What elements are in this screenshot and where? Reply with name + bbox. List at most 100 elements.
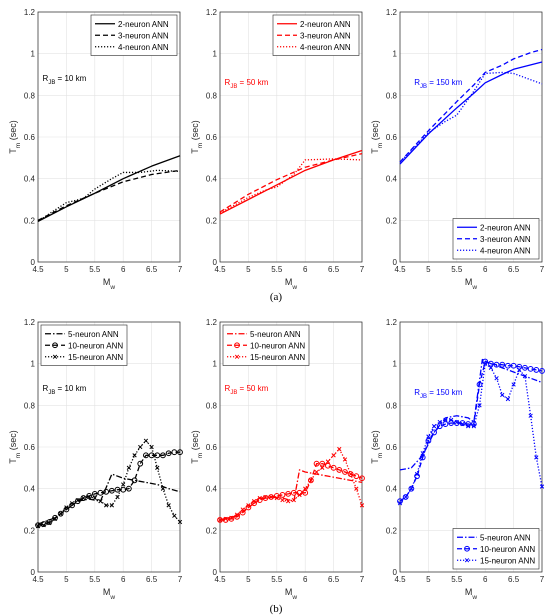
y-tick-label: 0.8 [24, 401, 36, 410]
y-tick-label: 0.8 [206, 91, 218, 100]
y-tick-label: 0.4 [386, 175, 398, 184]
y-tick-label: 1 [393, 50, 398, 59]
data-point [516, 363, 523, 370]
data-point [143, 452, 149, 459]
legend-entry: 5-neuron ANN [250, 330, 301, 339]
x-axis-label-sub: w [471, 594, 477, 601]
data-point [108, 487, 115, 494]
series-line [219, 469, 363, 521]
legend-entry: 3-neuron ANN [300, 31, 351, 40]
data-point [154, 452, 161, 459]
data-point [115, 494, 120, 500]
x-tick-label: 6.5 [328, 575, 340, 584]
x-tick-label: 7 [178, 575, 183, 584]
legend-entry: 15-neuron ANN [250, 353, 305, 362]
data-point [302, 489, 309, 496]
y-axis-label-unit: (sec) [370, 430, 380, 453]
x-axis-label: Mw [285, 587, 298, 601]
y-tick-label: 0.2 [386, 216, 398, 225]
x-tick-label: 5 [64, 575, 69, 584]
y-tick-label: 0.6 [386, 443, 398, 452]
data-point [97, 489, 104, 496]
x-axis-label: Mw [465, 587, 478, 601]
data-point [534, 455, 539, 460]
legend-entry: 10-neuron ANN [250, 341, 305, 350]
x-tick-label: 5.5 [89, 265, 101, 274]
y-axis-label-unit: (sec) [8, 120, 18, 143]
y-tick-label: 1 [31, 50, 36, 59]
data-point [114, 486, 121, 493]
data-point [453, 420, 460, 426]
y-tick-label: 1 [393, 360, 398, 369]
y-axis-label: Tm (sec) [8, 120, 22, 153]
x-tick-label: 6 [303, 265, 308, 274]
y-tick-label: 0.8 [386, 91, 398, 100]
data-point [494, 376, 499, 381]
data-point [137, 460, 144, 467]
x-axis-label-sub: w [471, 284, 477, 291]
x-tick-label: 6 [483, 265, 488, 274]
series-line [37, 169, 181, 222]
legend-entry: 10-neuron ANN [480, 545, 535, 554]
y-axis-label-sub: m [377, 143, 384, 148]
x-axis-label: Mw [285, 277, 298, 291]
data-point [155, 465, 160, 470]
annotation: RJB = 150 km [414, 388, 462, 400]
data-point [493, 361, 500, 368]
data-point [347, 471, 354, 477]
x-tick-label: 5.5 [271, 265, 283, 274]
data-point [408, 485, 415, 492]
series-3 [397, 361, 545, 506]
annotation: RJB = 50 km [225, 78, 269, 90]
data-point [171, 449, 178, 456]
series-line [399, 61, 543, 165]
y-tick-label: 0.2 [206, 526, 218, 535]
data-point [240, 507, 245, 512]
series-line [37, 169, 181, 221]
chart-b1: 0 0.2 0.4 0.6 0.8 1 1.2 4.5 5 5.5 6 6.5 7 Mw Tm (sec) R… [8, 318, 183, 601]
y-tick-label: 0.2 [386, 526, 398, 535]
data-point [103, 488, 110, 495]
chart-a3: 0 0.2 0.4 0.6 0.8 1 1.2 4.5 5 5.5 6 6.5 7 Mw Tm (sec) R… [370, 8, 545, 291]
x-axis-label: Mw [103, 277, 116, 291]
y-axis-label-unit: (sec) [190, 120, 200, 143]
data-point [104, 503, 109, 508]
y-tick-label: 1.2 [206, 8, 218, 17]
data-point [52, 514, 58, 521]
y-axis-label: Tm (sec) [190, 430, 204, 463]
data-point [125, 485, 132, 492]
data-point [58, 511, 63, 516]
data-point [47, 520, 52, 526]
data-point [431, 429, 437, 436]
y-tick-label: 1.2 [386, 8, 398, 17]
data-point [86, 494, 92, 500]
data-point [436, 423, 443, 430]
data-point [52, 516, 58, 522]
y-axis-label-unit: (sec) [370, 120, 380, 143]
data-point [533, 367, 540, 373]
y-tick-label: 1.2 [24, 318, 36, 327]
x-tick-label: 7 [360, 575, 365, 584]
y-tick-label: 0 [31, 568, 36, 577]
x-axis-label-sub: w [109, 284, 115, 291]
data-point [35, 522, 41, 529]
y-tick-label: 0.4 [24, 175, 36, 184]
series-line [220, 463, 363, 521]
data-point [359, 503, 365, 508]
y-tick-label: 0.8 [24, 91, 36, 100]
data-point [64, 505, 69, 510]
y-axis-label-sub: m [197, 143, 204, 148]
data-point [274, 495, 279, 501]
x-tick-label: 5.5 [451, 265, 463, 274]
x-axis-label-sub: w [291, 594, 297, 601]
data-point [35, 524, 41, 529]
chart-b3: 0 0.2 0.4 0.6 0.8 1 1.2 4.5 5 5.5 6 6.5 7 Mw Tm (sec) R… [370, 318, 545, 601]
data-point [132, 453, 137, 458]
data-point [403, 494, 408, 500]
y-tick-label: 0.6 [206, 443, 218, 452]
y-tick-label: 0.2 [206, 216, 218, 225]
data-point [160, 452, 166, 459]
data-point [91, 490, 98, 497]
series-line [399, 358, 543, 471]
